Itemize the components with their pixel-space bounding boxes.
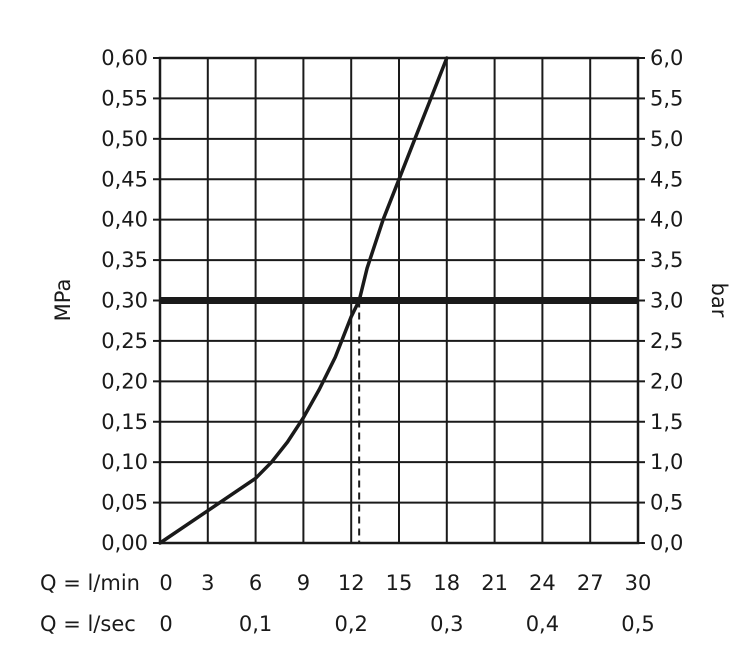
y-tick-label-left: 0,10: [101, 450, 148, 474]
plot-frame: [153, 56, 645, 545]
x-tick-label: 12: [338, 571, 365, 595]
y-tick-label-left: 0,60: [101, 46, 148, 70]
y-tick-label-right: 0,0: [650, 531, 683, 555]
y-tick-label-left: 0,05: [101, 491, 148, 515]
x-axis-row-label: Q = l/min: [40, 571, 140, 595]
x-tick-label: 15: [386, 571, 413, 595]
series-layer: [158, 56, 449, 545]
x-tick-label: 0,4: [526, 612, 559, 636]
y-tick-label-left: 0,45: [101, 167, 148, 191]
y-tick-label-right: 3,5: [650, 248, 683, 272]
y-axis-label-left: MPa: [51, 279, 75, 322]
x-tick-label: 21: [481, 571, 508, 595]
y-tick-label-right: 4,0: [650, 208, 683, 232]
y-tick-label-right: 4,5: [650, 167, 683, 191]
x-tick-label: 30: [625, 571, 652, 595]
y-tick-label-left: 0,55: [101, 86, 148, 110]
x-tick-label: 27: [577, 571, 604, 595]
x-tick-label: 18: [433, 571, 460, 595]
y-tick-label-left: 0,40: [101, 208, 148, 232]
y-tick-label-left: 0,35: [101, 248, 148, 272]
y-tick-label-left: 0,20: [101, 369, 148, 393]
x-tick-label: 0: [159, 612, 172, 636]
x-tick-label: 3: [201, 571, 214, 595]
x-axis-row-label: Q = l/sec: [40, 612, 136, 636]
y-tick-label-right: 6,0: [650, 46, 683, 70]
x-tick-label: 0,2: [334, 612, 367, 636]
reference-line-layer: [160, 297, 638, 543]
y-tick-label-right: 1,0: [650, 450, 683, 474]
x-tick-label: 0,5: [621, 612, 654, 636]
x-tick-label: 24: [529, 571, 556, 595]
y-tick-label-right: 2,0: [650, 369, 683, 393]
x-axis-rows: Q = l/min 0 3 6 9 12 15 18 21 24 27 30 Q = l/sec 0 0,1…: [40, 571, 655, 636]
y-axis-right: 0,0 0,5 1,0 1,5 2,0 2,5 3,0 3,5 4,0 4,5 5,0 5,5 6,0: [650, 46, 683, 555]
x-tick-label: 6: [249, 571, 262, 595]
x-tick-label: 0,1: [239, 612, 272, 636]
y-tick-label-left: 0,00: [101, 531, 148, 555]
y-tick-label-right: 5,0: [650, 127, 683, 151]
y-tick-label-right: 5,5: [650, 86, 683, 110]
y-tick-label-left: 0,15: [101, 410, 148, 434]
y-tick-label-left: 0,30: [101, 289, 148, 313]
series-line: [158, 56, 449, 545]
y-tick-label-left: 0,50: [101, 127, 148, 151]
x-tick-label: 0,3: [430, 612, 463, 636]
y-tick-label-right: 2,5: [650, 329, 683, 353]
x-tick-label: 9: [297, 571, 310, 595]
y-axis-label-right: bar: [707, 283, 731, 318]
y-tick-label-right: 3,0: [650, 289, 683, 313]
x-tick-label: 0: [159, 571, 172, 595]
y-tick-label-left: 0,25: [101, 329, 148, 353]
y-tick-label-right: 1,5: [650, 410, 683, 434]
y-tick-label-right: 0,5: [650, 491, 683, 515]
y-axis-left: 0,00 0,05 0,10 0,15 0,20 0,25 0,30 0,35 0,40 0,45…: [101, 46, 148, 555]
